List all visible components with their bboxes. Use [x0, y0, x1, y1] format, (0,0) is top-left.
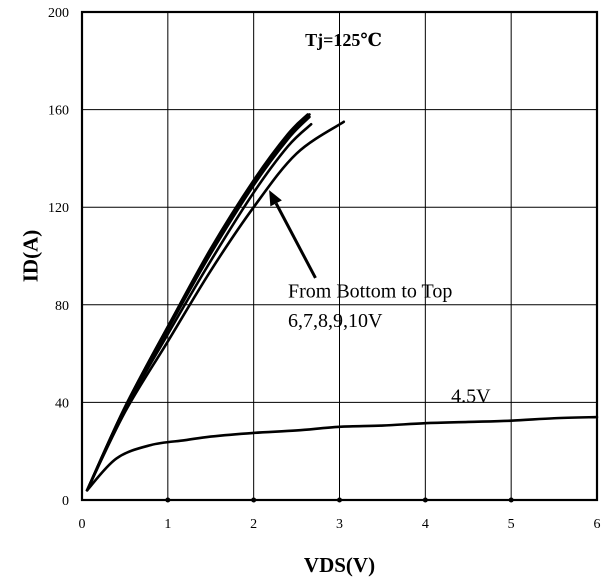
- series-line-4: [85, 113, 310, 492]
- y-tick-label-0: 0: [62, 494, 69, 509]
- y-tick-label-1: 40: [55, 396, 69, 411]
- x-tick-label-4: 4: [422, 517, 429, 532]
- y-tick-label-3: 120: [48, 201, 69, 216]
- x-tick-label-6: 6: [594, 517, 601, 532]
- annotations-group: Tj=125℃ From Bottom to Top 6,7,8,9,10V 4.5V: [269, 30, 491, 407]
- x-tick-label-2: 2: [250, 517, 257, 532]
- y-tick-label-5: 200: [48, 6, 69, 21]
- x-tick-label-3: 3: [336, 517, 343, 532]
- series-group: [85, 113, 599, 492]
- y-tick-labels: 0 40 80 120 160 200: [48, 6, 69, 509]
- x-tick-label-5: 5: [508, 517, 515, 532]
- arrow-head: [269, 190, 282, 207]
- annotation-0: Tj=125℃: [305, 30, 382, 50]
- series-line-5: [85, 415, 599, 492]
- y-axis-title: ID(A): [18, 230, 42, 283]
- x-tick-marker-1: [165, 497, 171, 503]
- x-tick-labels: 0 1 2 3 4 5 6: [79, 497, 601, 532]
- arrow-shaft: [274, 202, 317, 279]
- grid-lines: [82, 12, 597, 500]
- x-tick-label-0: 0: [79, 517, 86, 532]
- y-tick-label-2: 80: [55, 299, 69, 314]
- x-tick-marker-5: [508, 497, 514, 503]
- x-tick-marker-2: [251, 497, 257, 503]
- x-tick-label-1: 1: [164, 517, 171, 532]
- x-tick-marker-4: [422, 497, 428, 503]
- x-tick-marker-3: [337, 497, 342, 503]
- annotation-2: 6,7,8,9,10V: [288, 310, 383, 332]
- annotation-3: 4.5V: [451, 385, 491, 407]
- annotation-1: From Bottom to Top: [288, 280, 452, 302]
- y-tick-label-4: 160: [48, 104, 69, 119]
- x-axis-title: VDS(V): [304, 553, 375, 577]
